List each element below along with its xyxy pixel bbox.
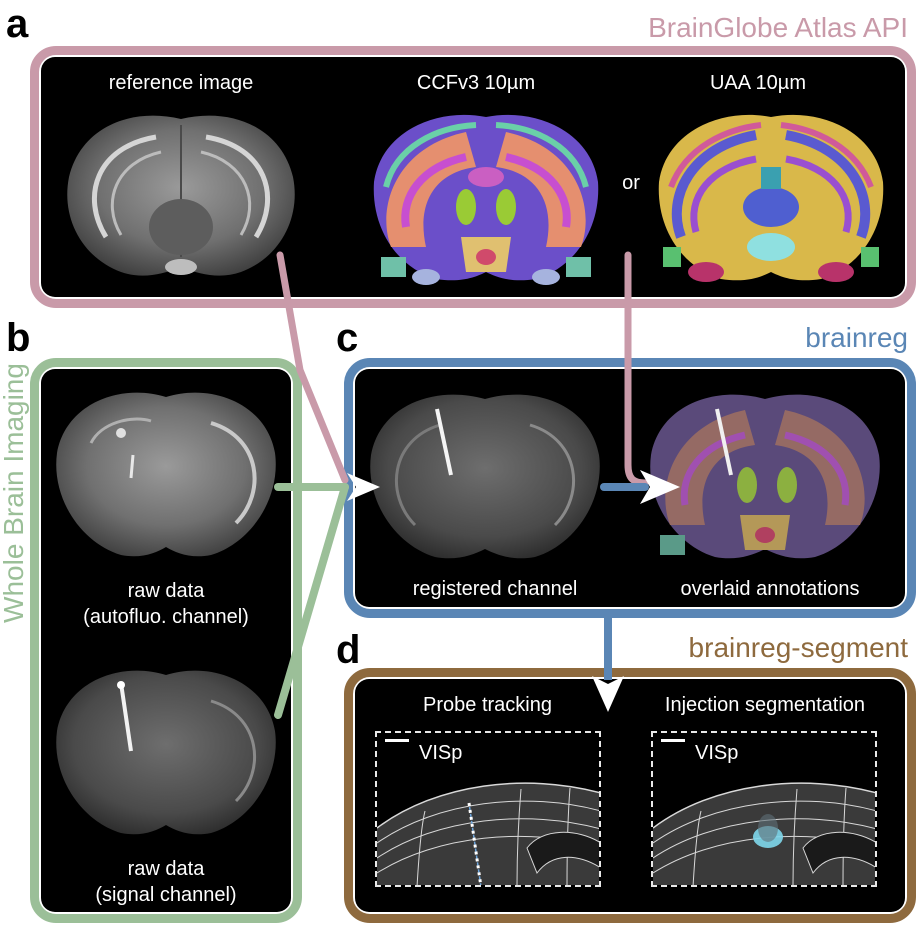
registered-channel-brain-image [370,394,600,559]
atlas-api-title: BrainGlobe Atlas API [648,12,908,43]
injection-segmentation-zoom-box: VISp [651,731,877,887]
raw-autofluo-label-line2: (autofluo. channel) [83,606,249,628]
probe-tracking-annotation-image [377,739,599,885]
uaa-atlas-image [658,114,884,282]
probe-region-label: VISp [419,742,463,764]
probe-tracking-zoom-box: VISp [375,731,601,887]
brainreg-segment-title: brainreg-segment [688,632,908,663]
uaa-atlas-label: UAA 10µm [709,72,806,94]
brainreg-segment-frame [344,668,916,923]
atlas-api-panel: reference image CCFv3 10µm UAA 10µm or [41,57,905,297]
panel-letter-c: c [336,316,359,360]
reference-brain-image [67,115,295,276]
brainreg-segment-panel: Probe tracking Injection segmentation VI… [355,679,905,912]
raw-signal-brain-image [56,670,276,835]
reference-image-label: reference image [108,72,254,94]
whole-brain-imaging-title: Whole Brain Imaging [0,363,29,623]
brainreg-panel: registered channel overlaid annotations [355,369,905,607]
registered-channel-label: registered channel [412,578,578,600]
ccf-atlas-label: CCFv3 10µm [416,72,536,94]
whole-brain-imaging-panel: raw data (autofluo. channel) raw data (s… [41,369,291,912]
ccf-atlas-image [373,114,599,285]
atlas-api-frame [30,46,916,308]
raw-signal-label-line2: (signal channel) [95,884,237,906]
raw-signal-label-line1: raw data [127,858,205,880]
injection-region-label: VISp [695,742,739,764]
brainreg-title: brainreg [805,322,908,353]
panel-letter-b: b [6,316,31,360]
or-label: or [622,172,640,194]
overlaid-annotations-label: overlaid annotations [680,578,860,600]
panel-letter-d: d [336,628,361,672]
probe-tracking-label: Probe tracking [423,694,552,716]
panel-letter-a: a [6,2,29,46]
injection-segmentation-label: Injection segmentation [664,694,866,716]
raw-autofluo-brain-image [56,392,276,557]
injection-segmentation-annotation-image [653,739,875,885]
raw-autofluo-label-line1: raw data [127,580,205,602]
overlaid-annotations-brain-image [650,394,880,559]
